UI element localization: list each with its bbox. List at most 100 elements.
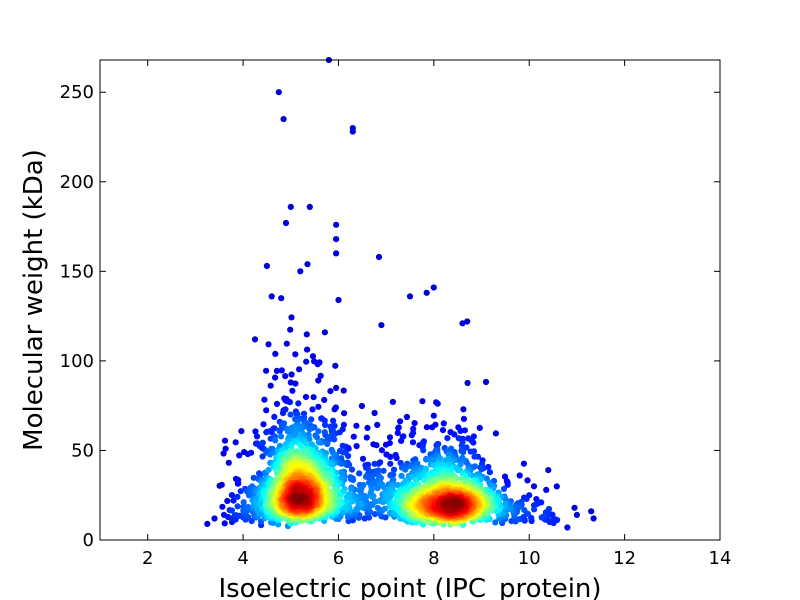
data-point [445, 500, 452, 507]
data-point [236, 452, 243, 459]
data-point [516, 472, 523, 479]
data-point [228, 492, 235, 499]
data-point [520, 460, 528, 467]
data-point [268, 293, 275, 300]
data-point [245, 503, 252, 511]
data-point [322, 421, 329, 429]
data-point [331, 406, 338, 413]
x-tick-label: 6 [333, 548, 344, 569]
data-point [394, 482, 402, 489]
data-point [313, 434, 320, 441]
data-point [232, 439, 239, 446]
data-point [394, 429, 401, 437]
data-point [378, 322, 385, 329]
data-point [287, 203, 294, 210]
data-point [273, 400, 281, 407]
data-point [350, 433, 357, 440]
data-point [465, 435, 472, 442]
data-point [476, 424, 483, 431]
data-point [459, 320, 466, 327]
plot-frame [99, 59, 721, 541]
data-point [421, 477, 428, 484]
data-point [343, 462, 351, 469]
data-point [296, 366, 303, 373]
data-point [316, 359, 323, 366]
data-point [573, 511, 581, 518]
data-point [347, 474, 354, 481]
data-point [369, 493, 376, 500]
data-point [272, 350, 279, 357]
data-point [315, 403, 322, 410]
data-point [381, 505, 388, 512]
data-point [423, 456, 430, 463]
data-point [265, 466, 272, 473]
data-point [287, 326, 294, 333]
data-point [530, 483, 538, 490]
y-tick-label: 0 [83, 530, 94, 551]
data-point [259, 453, 266, 460]
data-point [261, 396, 268, 403]
data-point [410, 429, 417, 436]
x-tick-label: 2 [142, 548, 153, 569]
data-point [333, 221, 340, 228]
x-axis-ticks: 2 4 6 8 10 12 14 [142, 60, 731, 569]
data-point [315, 377, 322, 384]
data-point [293, 424, 300, 432]
data-point [464, 379, 471, 387]
data-point [288, 371, 295, 378]
data-point [267, 382, 274, 389]
data-point [271, 413, 278, 420]
data-point [327, 388, 334, 395]
data-point [470, 439, 477, 446]
data-point [538, 514, 545, 521]
data-point [374, 421, 381, 428]
data-point [335, 296, 342, 304]
data-point [423, 289, 430, 296]
data-point [564, 524, 571, 531]
data-point [524, 477, 531, 484]
data-point [343, 493, 351, 500]
data-point [220, 450, 227, 457]
data-point [321, 429, 328, 436]
data-point [273, 367, 280, 374]
data-point [315, 428, 322, 435]
data-point [260, 421, 267, 428]
data-point [298, 494, 305, 501]
data-point [225, 459, 232, 466]
data-point [436, 455, 443, 462]
data-point [358, 402, 365, 410]
data-point [531, 506, 538, 513]
data-point [457, 461, 464, 468]
data-point [263, 367, 270, 374]
data-point [440, 420, 447, 427]
data-point [340, 387, 347, 394]
data-point [310, 394, 317, 401]
data-point [219, 503, 226, 510]
data-point [221, 437, 229, 444]
data-point [328, 426, 335, 433]
y-tick-label: 50 [71, 440, 94, 461]
data-point [478, 466, 485, 473]
data-point [545, 467, 552, 474]
data-point [420, 447, 427, 454]
y-tick-label: 100 [60, 351, 94, 372]
data-point [373, 442, 380, 449]
data-point [282, 406, 289, 413]
data-point [356, 470, 363, 477]
data-point [329, 431, 336, 438]
data-point [259, 439, 266, 446]
data-point [460, 415, 467, 422]
y-axis-title: Molecular weight (kDa) [19, 149, 49, 451]
data-point [471, 453, 478, 460]
data-point [386, 434, 394, 441]
data-point [353, 422, 360, 429]
data-point [303, 331, 310, 338]
data-point [512, 503, 519, 511]
data-point [398, 472, 405, 479]
data-point [395, 425, 402, 432]
data-point [348, 466, 356, 473]
data-point [324, 440, 331, 448]
data-point [228, 507, 235, 514]
data-point [306, 203, 313, 210]
